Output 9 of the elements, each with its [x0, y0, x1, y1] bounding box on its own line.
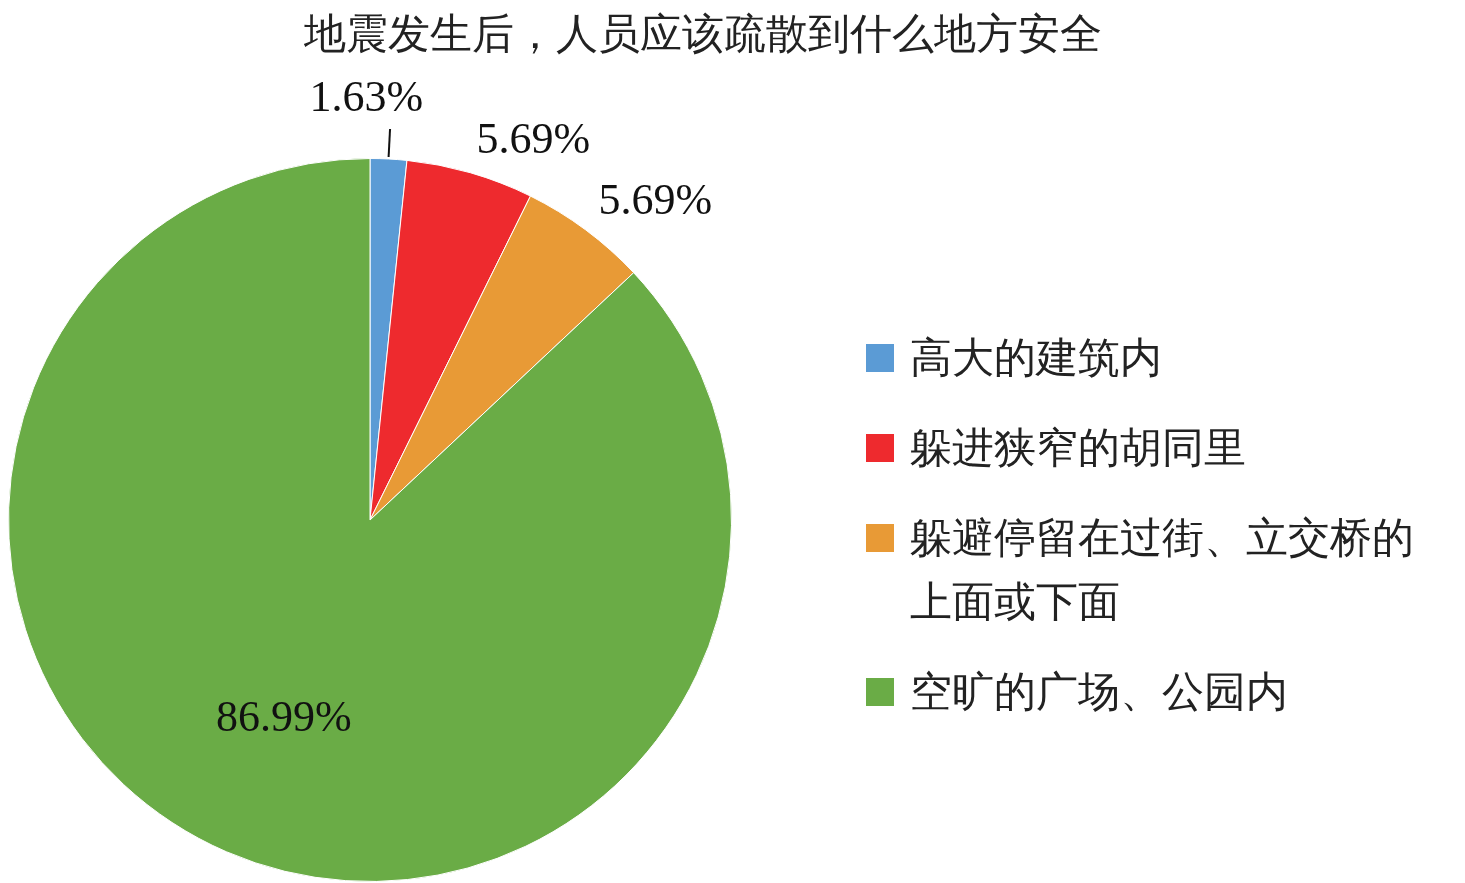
chart-title: 地震发生后，人员应该疏散到什么地方安全 [303, 10, 1103, 59]
data-label: 86.99% [215, 691, 352, 741]
legend-label: 躲避停留在过街、立交桥的上面或下面 [910, 514, 1415, 627]
legend-label: 躲进狭窄的胡同里 [910, 424, 1247, 473]
data-label: 5.69% [476, 114, 591, 164]
data-label: 1.63% [309, 71, 424, 121]
data-label: 5.69% [598, 174, 713, 224]
legend-label: 高大的建筑内 [910, 334, 1163, 383]
legend-label: 空旷的广场、公园内 [910, 668, 1289, 717]
